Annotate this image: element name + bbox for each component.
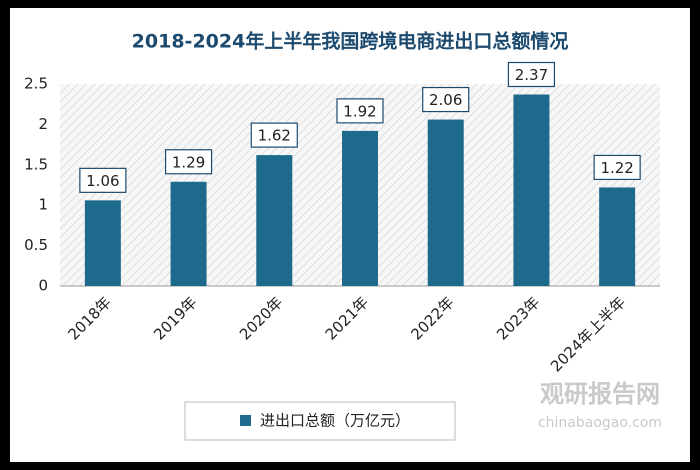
bar xyxy=(84,200,121,286)
legend-label: 进出口总额（万亿元） xyxy=(260,412,410,430)
value-label: 2.37 xyxy=(515,66,548,84)
watermark: 观研报告网 chinabaogao.com xyxy=(538,380,662,431)
value-label: 1.92 xyxy=(343,102,376,120)
legend-box xyxy=(184,401,456,441)
bar xyxy=(342,130,378,286)
bar xyxy=(599,187,636,286)
value-label-box xyxy=(164,149,213,175)
bar xyxy=(170,181,207,286)
value-label-box xyxy=(593,154,641,181)
value-label: 1.29 xyxy=(172,153,205,171)
value-label: 1.62 xyxy=(258,127,291,145)
y-tick-label: 2.5 xyxy=(24,75,48,93)
y-tick-label: 2 xyxy=(38,115,48,133)
value-label-box xyxy=(79,167,127,193)
bar xyxy=(256,155,293,286)
chart-title: 2018-2024年上半年我国跨境电商进出口总额情况 xyxy=(132,30,569,53)
value-label-box xyxy=(336,98,384,124)
bar xyxy=(427,119,464,286)
bar xyxy=(513,94,550,286)
value-label-box xyxy=(250,122,298,148)
value-label: 1.06 xyxy=(86,172,119,190)
y-tick-label: 0.5 xyxy=(24,236,48,254)
value-label: 1.22 xyxy=(600,159,633,177)
y-tick-label: 0 xyxy=(38,277,48,295)
value-label: 2.06 xyxy=(429,91,462,109)
value-label-box xyxy=(422,86,470,113)
legend-swatch xyxy=(240,415,251,426)
watermark-url: chinabaogao.com xyxy=(538,415,662,431)
y-tick-label: 1.5 xyxy=(24,155,48,173)
watermark-name: 观研报告网 xyxy=(540,380,660,408)
value-label-box xyxy=(507,61,556,88)
y-tick-label: 1 xyxy=(38,196,48,214)
